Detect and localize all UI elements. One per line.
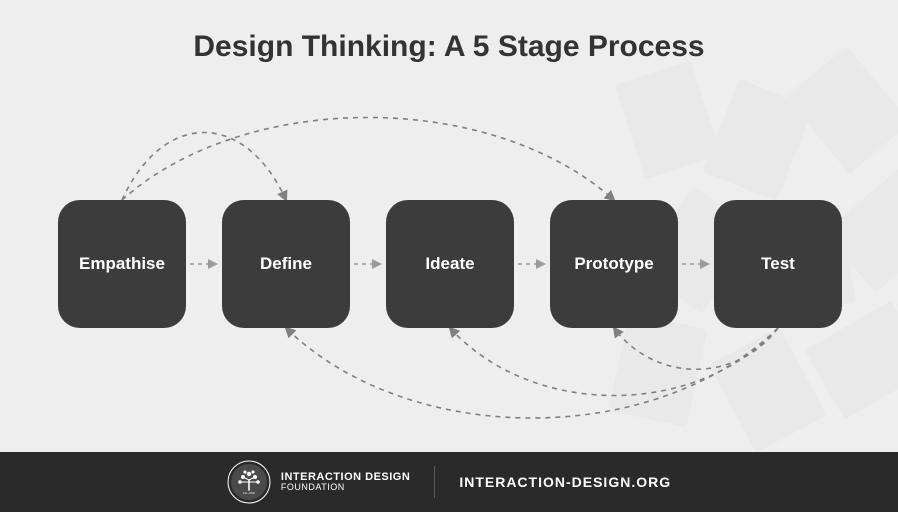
paper-sheet-icon	[709, 327, 827, 453]
feedback-arrow-test-prototype	[614, 328, 778, 369]
footer-divider	[434, 466, 435, 498]
footer-bar: Est. 2002 INTERACTION DESIGN FOUNDATION …	[0, 452, 898, 512]
org-name-line2: FOUNDATION	[281, 483, 410, 492]
org-badge-icon: Est. 2002	[227, 460, 271, 504]
stage-node-ideate: Ideate	[386, 200, 514, 328]
forward-arrow	[678, 200, 714, 328]
forward-arrow	[514, 200, 550, 328]
page-title: Design Thinking: A 5 Stage Process	[0, 30, 898, 64]
feedback-arrow-empathise-define	[122, 133, 286, 201]
diagram-canvas: Design Thinking: A 5 Stage Process Empat…	[0, 0, 898, 512]
stage-node-empathise: Empathise	[58, 200, 186, 328]
org-logo: Est. 2002 INTERACTION DESIGN FOUNDATION	[227, 460, 410, 504]
stage-row: Empathise Define Ideate Prototype Test	[58, 200, 842, 328]
svg-text:Est. 2002: Est. 2002	[242, 491, 255, 495]
forward-arrow	[350, 200, 386, 328]
org-name: INTERACTION DESIGN FOUNDATION	[281, 472, 410, 493]
paper-sheet-icon	[608, 313, 707, 427]
stage-node-label: Define	[260, 254, 312, 274]
paper-sheet-icon	[785, 46, 898, 174]
paper-sheet-icon	[615, 60, 722, 180]
feedback-arrow-empathise-prototype	[122, 118, 614, 201]
stage-node-label: Test	[761, 254, 795, 274]
stage-node-label: Prototype	[574, 254, 653, 274]
org-url: INTERACTION-DESIGN.ORG	[459, 474, 671, 490]
feedback-arrow-test-define	[286, 328, 778, 418]
feedback-arrow-test-ideate	[450, 328, 778, 396]
stage-node-label: Empathise	[79, 254, 165, 274]
forward-arrow	[186, 200, 222, 328]
stage-node-label: Ideate	[425, 254, 474, 274]
stage-node-test: Test	[714, 200, 842, 328]
stage-node-define: Define	[222, 200, 350, 328]
stage-node-prototype: Prototype	[550, 200, 678, 328]
paper-sheet-icon	[702, 79, 814, 202]
